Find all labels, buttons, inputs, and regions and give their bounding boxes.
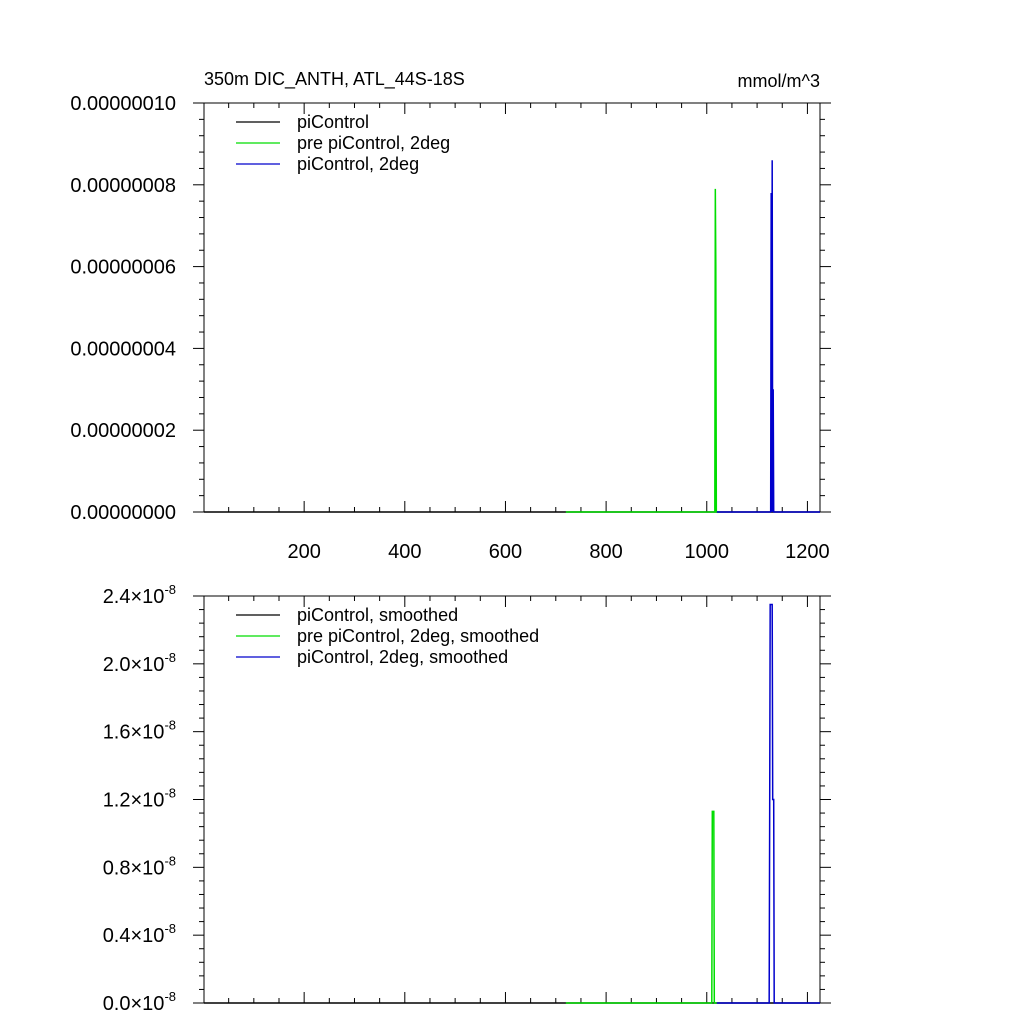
top-panel: 350m DIC_ANTH, ATL_44S-18S mmol/m^3 200 4… bbox=[70, 69, 831, 563]
legend-entry: piControl bbox=[297, 112, 369, 132]
series-lines bbox=[204, 160, 820, 513]
y-tick-label: 2.0×10-8 bbox=[103, 650, 176, 676]
y-tick-label: 1.2×10-8 bbox=[103, 786, 176, 812]
x-tick-label: 1000 bbox=[685, 541, 730, 563]
y-tick-label: 0.00000002 bbox=[70, 420, 176, 442]
y-tick-label: 0.00000000 bbox=[70, 502, 176, 524]
y-tick-label: 1.6×10-8 bbox=[103, 718, 176, 744]
legend-entry: piControl, smoothed bbox=[297, 605, 458, 625]
units-label: mmol/m^3 bbox=[738, 71, 820, 91]
series-line-2 bbox=[716, 603, 820, 1004]
y-tick-label: 0.00000006 bbox=[70, 257, 176, 279]
x-tick-label: 200 bbox=[287, 541, 320, 563]
y-tick-label: 2.4×10-8 bbox=[103, 582, 176, 608]
y-ticks: 0.00000000 0.00000002 0.00000004 0.00000006… bbox=[70, 93, 831, 524]
series-line-1 bbox=[565, 188, 720, 513]
legend-entry: piControl, 2deg, smoothed bbox=[297, 647, 508, 667]
series-line-2 bbox=[716, 160, 820, 513]
legend-entry: pre piControl, 2deg bbox=[297, 133, 450, 153]
legend-entry: piControl, 2deg bbox=[297, 154, 419, 174]
y-tick-label: 0.00000008 bbox=[70, 175, 176, 197]
legend-entry: pre piControl, 2deg, smoothed bbox=[297, 626, 539, 646]
x-tick-label: 1200 bbox=[785, 541, 830, 563]
bottom-panel: 0.0×10-8 0.4×10-8 0.8×10-8 1.2×10-8 1.6×10-8… bbox=[103, 582, 831, 1015]
series-lines bbox=[204, 603, 820, 1004]
y-tick-label: 0.00000010 bbox=[70, 93, 176, 115]
x-ticks: 200 400 600 800 1000 1200 bbox=[228, 103, 830, 563]
chart-title: 350m DIC_ANTH, ATL_44S-18S bbox=[204, 69, 465, 90]
x-tick-label: 800 bbox=[589, 541, 622, 563]
series-line-1 bbox=[565, 810, 717, 1004]
x-tick-label: 600 bbox=[489, 541, 522, 563]
y-ticks: 0.0×10-8 0.4×10-8 0.8×10-8 1.2×10-8 1.6×10-8… bbox=[103, 582, 831, 1015]
x-ticks bbox=[228, 596, 808, 1003]
y-tick-label: 0.0×10-8 bbox=[103, 989, 176, 1015]
y-tick-label: 0.00000004 bbox=[70, 338, 176, 360]
x-tick-label: 400 bbox=[388, 541, 421, 563]
y-tick-label: 0.8×10-8 bbox=[103, 853, 176, 879]
y-tick-label: 0.4×10-8 bbox=[103, 921, 176, 947]
